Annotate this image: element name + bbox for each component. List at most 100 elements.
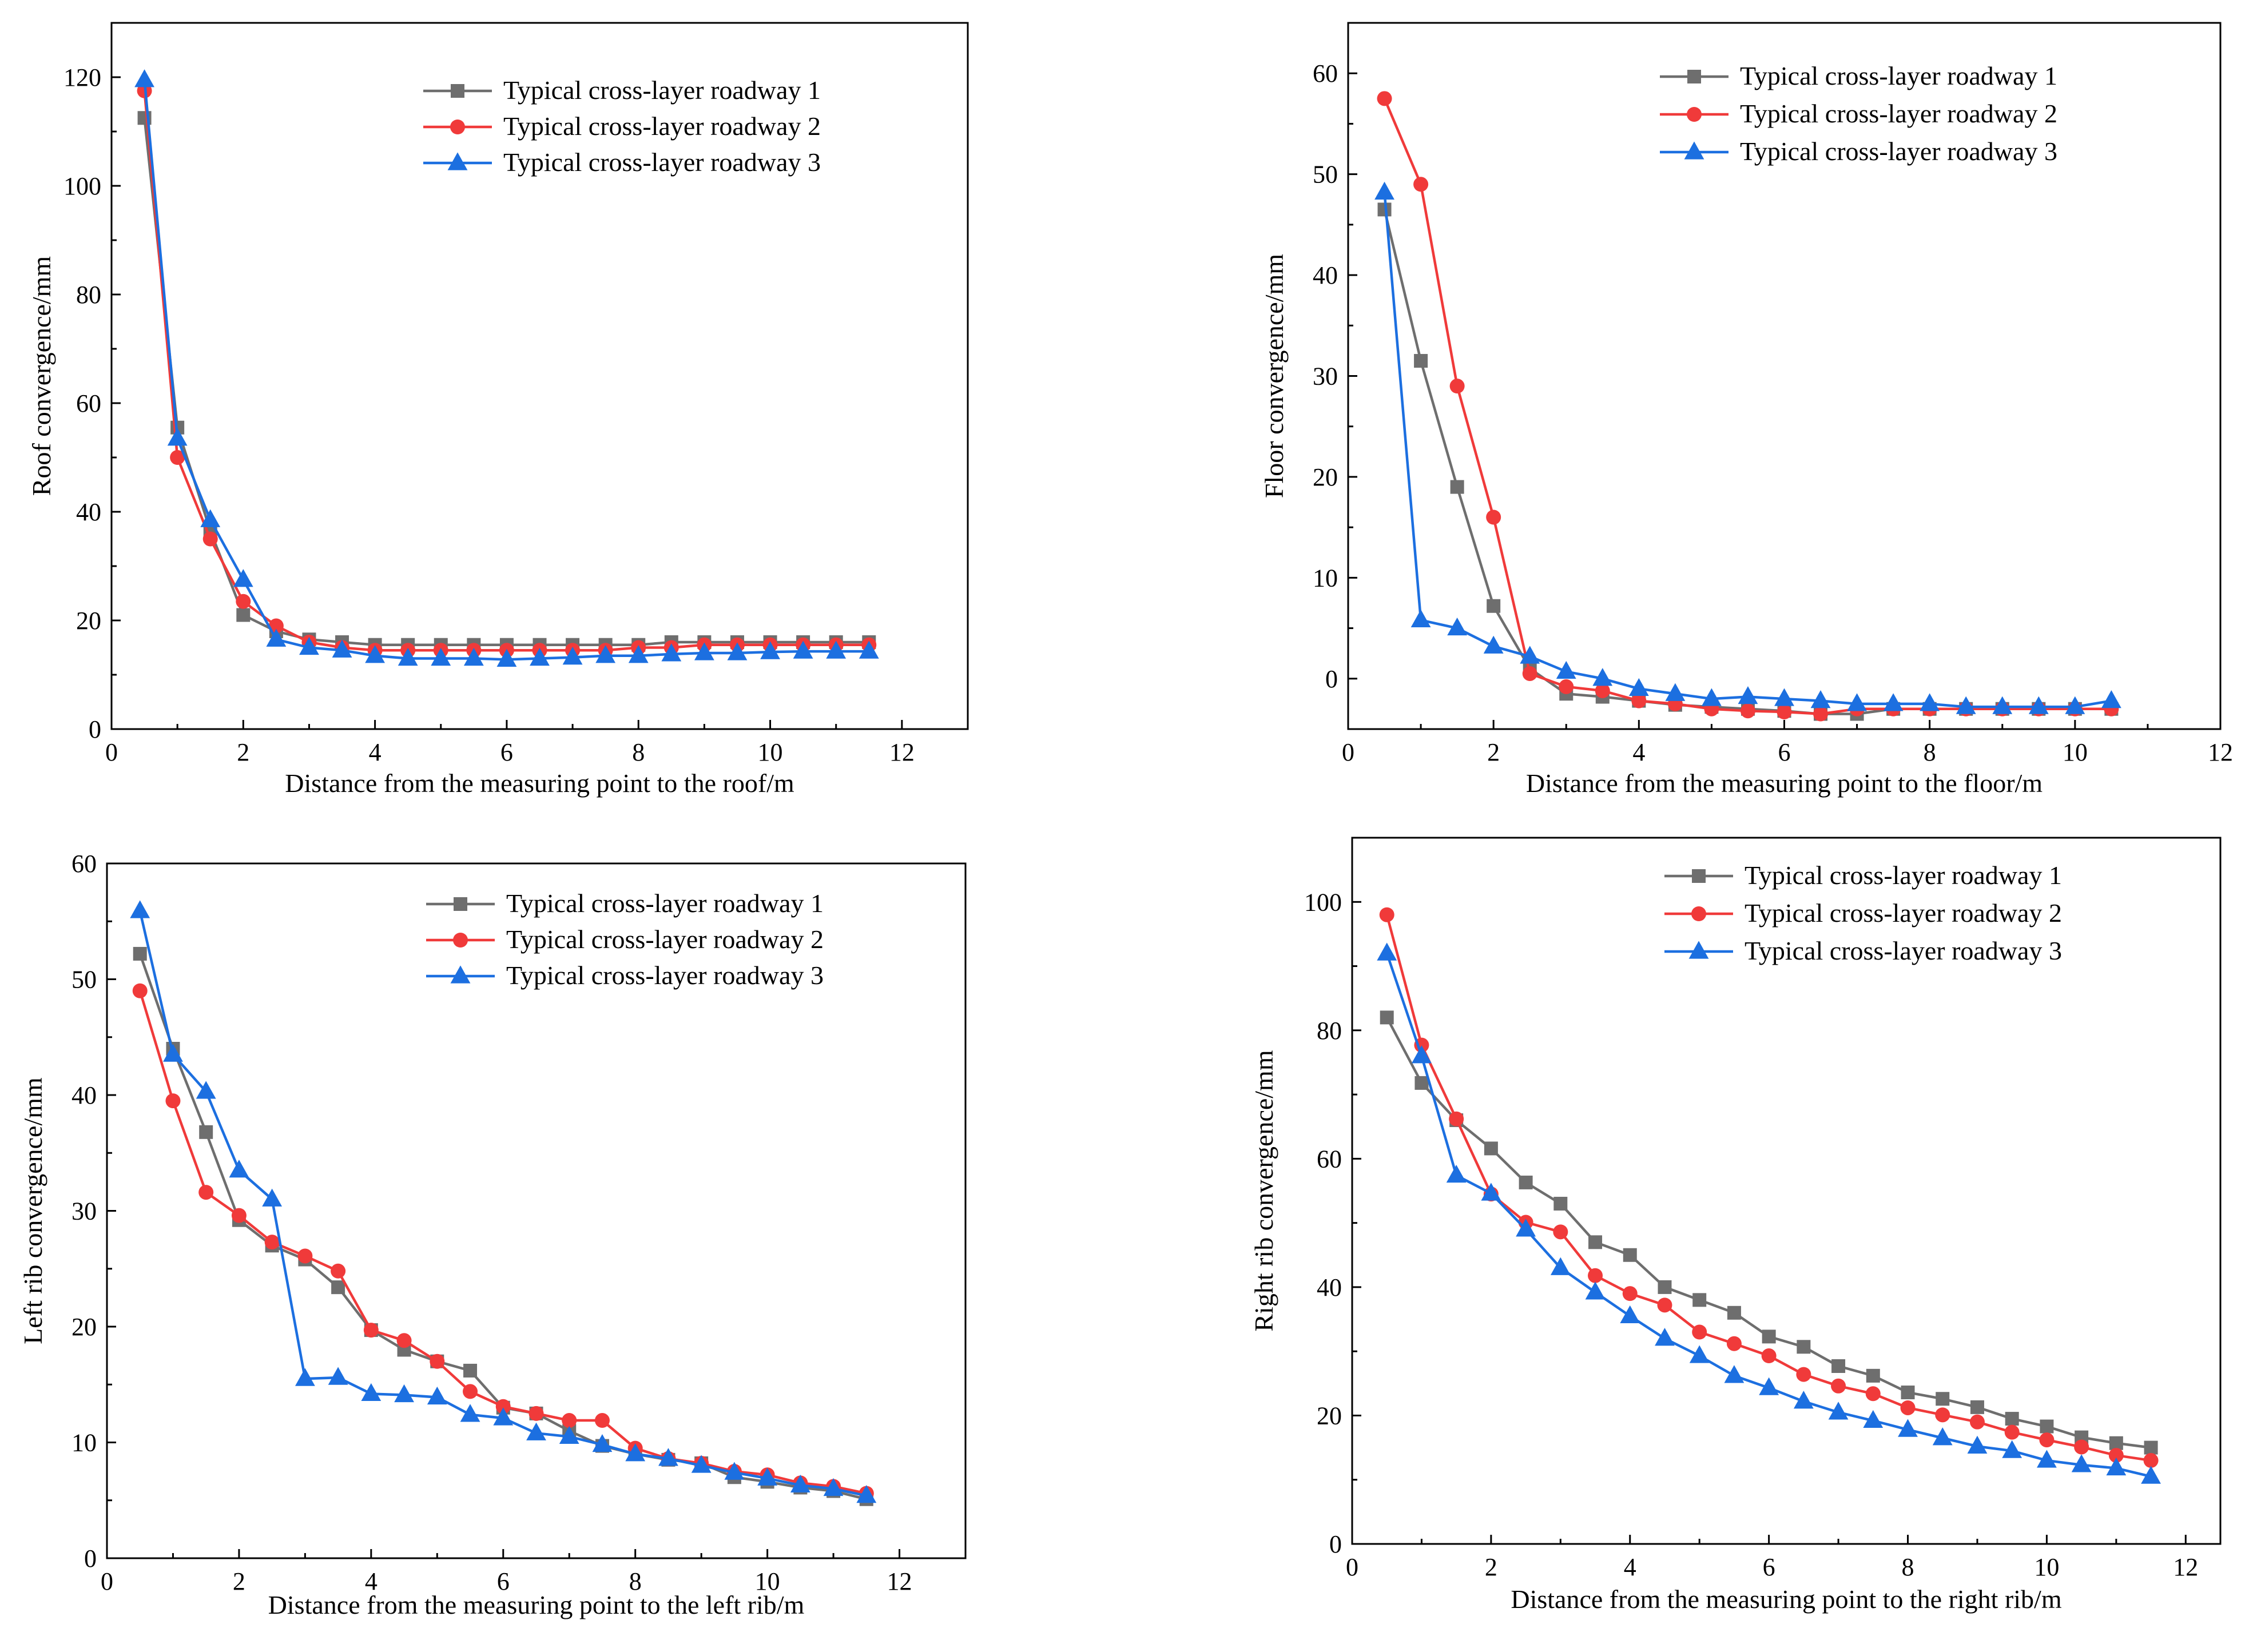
legend-label: Typical cross-layer roadway 3	[503, 148, 821, 177]
y-tick-label: 20	[71, 1313, 97, 1341]
data-point-circle	[297, 1248, 313, 1264]
data-point-triangle	[1550, 1257, 1571, 1275]
data-point-triangle	[2106, 1457, 2127, 1476]
data-point-circle	[1813, 706, 1829, 722]
data-point-triangle	[826, 640, 847, 659]
data-point-triangle	[1446, 1164, 1467, 1183]
y-tick-label: 60	[1317, 1145, 1342, 1173]
data-point-triangle	[229, 1160, 249, 1178]
x-tick-label: 2	[237, 738, 249, 766]
data-point-triangle	[1724, 1365, 1745, 1383]
data-point-triangle	[1920, 693, 1940, 711]
x-tick-label: 6	[500, 738, 513, 766]
series-3	[1377, 942, 2161, 1484]
data-point-triangle	[493, 1407, 514, 1426]
data-point-triangle	[760, 641, 780, 659]
legend-label: Typical cross-layer roadway 1	[1745, 861, 2062, 890]
data-point-circle	[1622, 1286, 1638, 1301]
data-point-circle	[1796, 1367, 1811, 1382]
data-point-circle	[231, 1208, 247, 1223]
data-point-square	[133, 946, 147, 961]
data-point-triangle	[2065, 696, 2085, 714]
data-point-circle	[529, 1406, 544, 1421]
data-point-triangle	[2002, 1440, 2022, 1458]
data-point-circle	[562, 1413, 577, 1428]
y-tick-label: 10	[71, 1429, 97, 1457]
data-point-triangle	[823, 1478, 844, 1496]
data-point-triangle	[562, 647, 583, 665]
data-point-triangle	[757, 1467, 778, 1486]
legend-label: Typical cross-layer roadway 2	[1740, 99, 2057, 128]
data-point-triangle	[2071, 1454, 2092, 1472]
y-tick-label: 40	[1317, 1273, 1342, 1301]
data-point-triangle	[1655, 1328, 1675, 1346]
data-point-circle	[1413, 177, 1429, 192]
data-point-triangle	[200, 509, 221, 527]
x-tick-label: 0	[101, 1567, 113, 1595]
data-point-square	[463, 1363, 478, 1378]
legend-marker-triangle	[1688, 941, 1709, 959]
x-tick-label: 10	[2063, 738, 2088, 766]
y-tick-label: 10	[1313, 564, 1338, 592]
data-point-circle	[1777, 704, 1792, 720]
data-point-square	[1588, 1235, 1603, 1249]
data-point-circle	[1588, 1268, 1603, 1283]
data-point-square	[1380, 1010, 1394, 1025]
data-point-triangle	[1863, 1410, 1884, 1428]
series-3	[1374, 181, 2121, 714]
data-point-triangle	[2101, 690, 2121, 708]
x-tick-label: 8	[1924, 738, 1936, 766]
data-point-triangle	[1592, 668, 1613, 686]
legend: Typical cross-layer roadway 1 Typical cro…	[423, 75, 821, 177]
legend: Typical cross-layer roadway 1 Typical cro…	[426, 889, 824, 990]
series-line	[1385, 953, 2152, 1478]
data-point-circle	[1740, 703, 1755, 719]
x-tick-label: 8	[629, 1567, 642, 1595]
data-point-square	[1866, 1368, 1880, 1383]
y-tick-label: 50	[71, 966, 97, 994]
x-tick-label: 12	[2173, 1553, 2198, 1581]
x-tick-label: 4	[1632, 738, 1645, 766]
x-axis-label: Distance from the measuring point to the…	[1511, 1585, 2061, 1614]
data-point-triangle	[299, 636, 319, 655]
legend-marker-triangle	[1684, 141, 1704, 160]
y-tick-label: 0	[84, 1544, 97, 1573]
data-point-triangle	[1585, 1281, 1606, 1300]
plot-frame	[1351, 837, 2222, 1545]
y-tick-label: 100	[63, 172, 101, 200]
data-point-triangle	[1847, 693, 1867, 711]
legend: Typical cross-layer roadway 1 Typical cro…	[1660, 61, 2057, 166]
data-point-square	[1414, 1076, 1429, 1090]
legend-marker-square	[1692, 869, 1706, 883]
y-tick-label: 30	[71, 1197, 97, 1225]
data-point-triangle	[398, 647, 418, 666]
x-tick-label: 12	[889, 738, 915, 766]
legend-label: Typical cross-layer roadway 3	[506, 961, 824, 990]
data-point-triangle	[1412, 1045, 1432, 1064]
data-point-triangle	[2141, 1466, 2161, 1484]
data-point-circle	[1486, 509, 1501, 525]
data-point-square	[1727, 1305, 1741, 1320]
x-tick-label: 8	[632, 738, 645, 766]
data-point-circle	[495, 1399, 511, 1414]
legend-marker-square	[1687, 70, 1701, 83]
data-point-triangle	[295, 1368, 315, 1386]
data-point-triangle	[463, 647, 484, 666]
chart-floor: 0 2 4 6 8 10 12 0 10 20 30 40 50 60 Distance from the …	[1259, 22, 2233, 798]
data-point-square	[1414, 354, 1428, 368]
data-point-triangle	[1738, 686, 1758, 704]
data-point-triangle	[790, 1474, 810, 1493]
y-tick-label: 40	[1313, 261, 1338, 289]
data-point-triangle	[559, 1426, 579, 1444]
x-tick-label: 0	[105, 738, 118, 766]
data-point-circle	[2074, 1439, 2089, 1455]
legend-marker-circle	[450, 120, 465, 134]
y-tick-label: 20	[1317, 1402, 1342, 1430]
data-point-circle	[236, 594, 251, 609]
y-tick-label: 80	[1317, 1017, 1342, 1045]
plot-frame	[1347, 22, 2222, 730]
data-point-circle	[198, 1185, 214, 1200]
y-tick-label: 60	[1313, 59, 1338, 87]
data-point-circle	[331, 1263, 346, 1279]
data-point-triangle	[1810, 690, 1831, 708]
